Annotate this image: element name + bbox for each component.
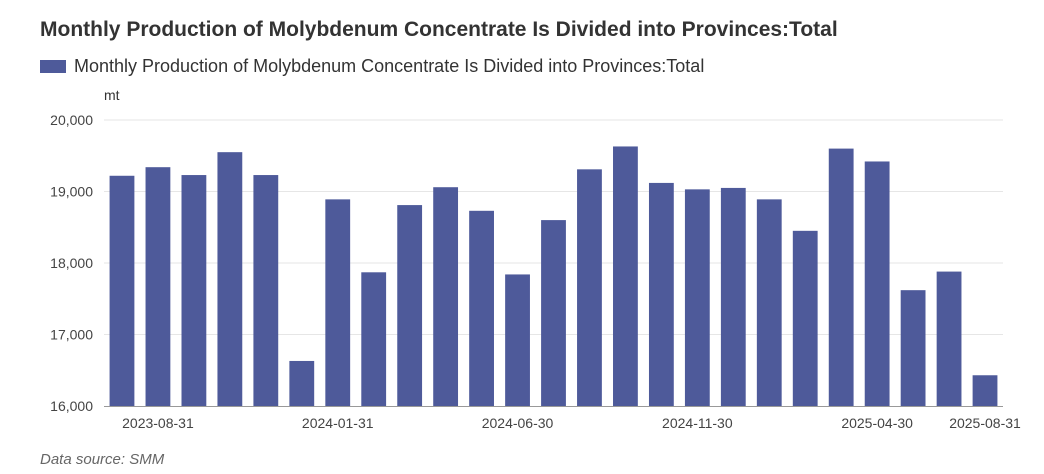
bar[interactable] xyxy=(397,205,423,406)
bar[interactable] xyxy=(433,187,459,406)
bar[interactable] xyxy=(972,375,998,406)
chart-title: Monthly Production of Molybdenum Concent… xyxy=(40,18,838,41)
bar[interactable] xyxy=(577,169,602,406)
bar[interactable] xyxy=(505,274,530,406)
bar[interactable] xyxy=(253,175,279,406)
bar[interactable] xyxy=(109,175,135,406)
y-tick-label: 19,000 xyxy=(50,184,93,200)
legend-label: Monthly Production of Molybdenum Concent… xyxy=(74,56,705,76)
x-tick-label: 2025-08-31 xyxy=(949,415,1021,431)
bar[interactable] xyxy=(864,161,890,406)
bar[interactable] xyxy=(792,230,818,406)
legend-swatch xyxy=(40,60,66,73)
bar[interactable] xyxy=(828,148,854,406)
y-tick-label: 17,000 xyxy=(50,327,93,343)
x-tick-label: 2025-04-30 xyxy=(841,415,913,431)
data-source: Data source: SMM xyxy=(40,451,165,468)
bar[interactable] xyxy=(289,360,315,406)
chart-legend[interactable]: Monthly Production of Molybdenum Concent… xyxy=(40,56,704,77)
bar[interactable] xyxy=(936,271,962,406)
bar[interactable] xyxy=(361,272,387,406)
x-tick-label: 2024-11-30 xyxy=(662,415,733,431)
bar[interactable] xyxy=(325,199,351,406)
bar[interactable] xyxy=(756,199,782,406)
bar[interactable] xyxy=(541,220,566,406)
x-tick-label: 2024-06-30 xyxy=(482,415,554,431)
bar[interactable] xyxy=(469,210,494,406)
y-tick-label: 16,000 xyxy=(50,398,93,414)
bar[interactable] xyxy=(217,152,243,406)
bar[interactable] xyxy=(145,167,171,406)
bar[interactable] xyxy=(720,187,746,406)
y-axis-unit: mt xyxy=(104,87,120,103)
x-tick-label: 2024-01-31 xyxy=(302,415,374,431)
y-tick-label: 18,000 xyxy=(50,255,93,271)
x-tick-label: 2023-08-31 xyxy=(122,415,194,431)
y-tick-label: 20,000 xyxy=(50,112,93,128)
bar[interactable] xyxy=(900,290,926,406)
bar[interactable] xyxy=(684,189,710,406)
bar[interactable] xyxy=(613,146,638,406)
bar[interactable] xyxy=(648,182,674,406)
bar[interactable] xyxy=(181,175,207,406)
